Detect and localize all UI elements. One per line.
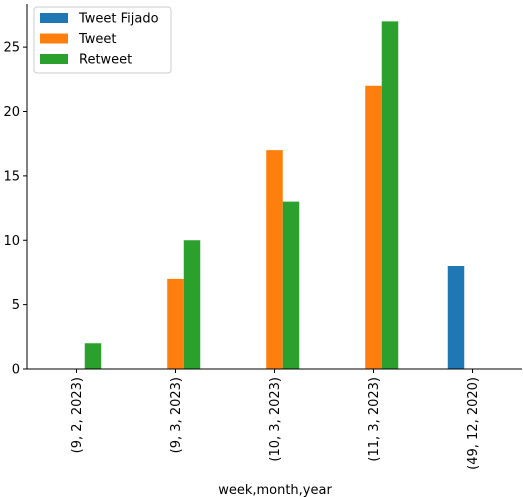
x-tick-label: (9, 3, 2023) <box>169 377 184 453</box>
x-tick-label: (49, 12, 2020) <box>466 377 481 470</box>
legend-frame <box>33 6 172 74</box>
x-axis-label: week,month,year <box>218 483 332 497</box>
legend-swatch <box>40 13 68 23</box>
bar-tweet-fijado-4 <box>447 266 465 369</box>
bars-group <box>84 21 465 370</box>
legend: Tweet Fijado Tweet Retweet <box>33 6 172 74</box>
x-tick-label: (9, 2, 2023) <box>70 377 85 453</box>
bar-tweet-2 <box>266 150 283 369</box>
legend-swatch <box>40 54 68 64</box>
bar-tweet-1 <box>167 278 184 369</box>
y-tick-label: 5 <box>12 298 20 313</box>
y-tick-label: 25 <box>3 41 20 56</box>
y-tick-label: 10 <box>3 234 20 249</box>
x-tick-label: (11, 3, 2023) <box>367 377 382 462</box>
bar-retweet-1 <box>183 240 201 369</box>
y-tick-label: 20 <box>3 105 20 120</box>
legend-label: Tweet Fijado <box>78 12 159 27</box>
x-tick-label: (10, 3, 2023) <box>268 377 283 462</box>
axes-group: 0 5 10 15 20 25 (9, 2, 2023) (9, 3, 2023) (10, 3… <box>3 4 522 470</box>
y-tick-label: 15 <box>3 169 20 184</box>
y-tick-label: 0 <box>12 363 20 378</box>
bar-tweet-3 <box>365 85 382 369</box>
legend-label: Retweet <box>79 53 132 68</box>
bar-retweet-2 <box>282 201 300 369</box>
bar-retweet-0 <box>84 343 102 369</box>
legend-swatch <box>40 33 68 44</box>
legend-label: Tweet <box>78 32 117 47</box>
bar-retweet-3 <box>381 21 399 370</box>
